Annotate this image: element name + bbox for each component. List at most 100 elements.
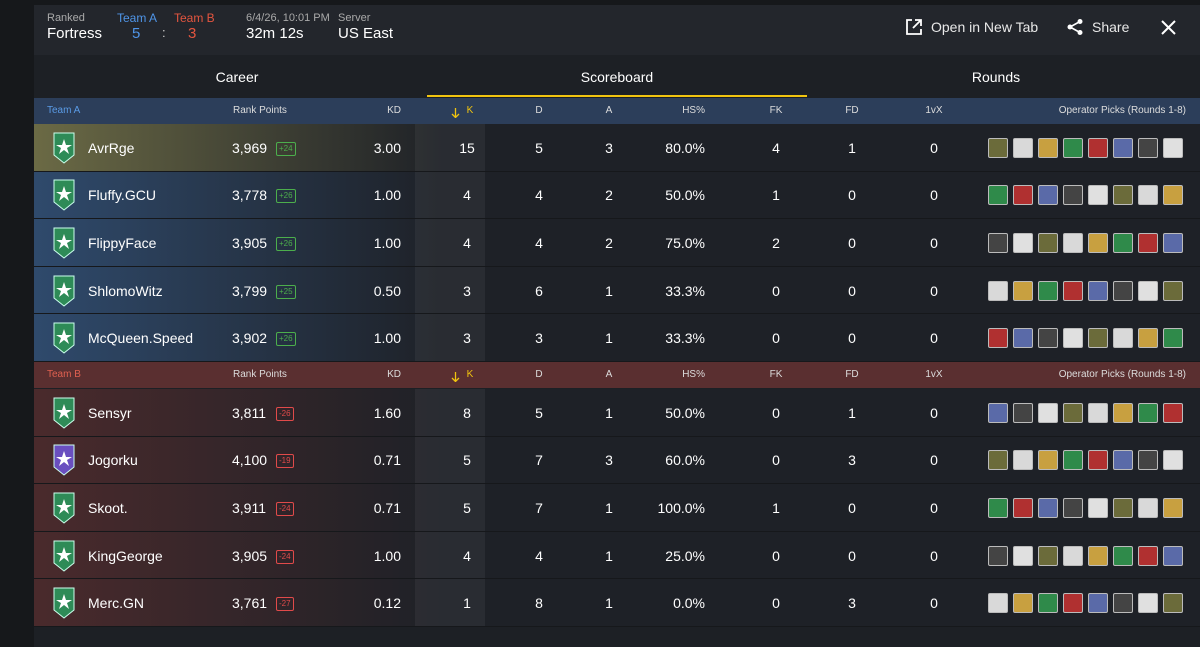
close-button[interactable] xyxy=(1161,20,1176,35)
stat-cell: 0.12 xyxy=(373,595,401,612)
rank-emblem xyxy=(52,586,76,620)
player-name[interactable]: Jogorku xyxy=(88,452,138,469)
column-header: K xyxy=(466,105,474,116)
team-name: Team A xyxy=(47,105,81,116)
rank-points: 3,799 xyxy=(232,282,268,299)
player-name[interactable]: KingGeorge xyxy=(88,547,163,564)
stat-cell: 1.00 xyxy=(373,547,401,564)
rank-change: +26 xyxy=(276,189,296,204)
player-name[interactable]: Fluffy.GCU xyxy=(88,187,156,204)
operator-icon xyxy=(1138,545,1158,566)
player-name[interactable]: Merc.GN xyxy=(88,595,144,612)
score-separator: : xyxy=(162,25,166,40)
map-name: Fortress xyxy=(47,25,103,42)
operator-icon xyxy=(1138,498,1158,518)
stat-cell: 75.0% xyxy=(665,235,705,251)
rank-change: -19 xyxy=(276,454,294,469)
player-name[interactable]: McQueen.Speed xyxy=(88,330,194,347)
active-tab-underline xyxy=(427,95,807,97)
column-header: A xyxy=(605,105,613,116)
operator-icon xyxy=(1038,280,1058,301)
team-a-score: 5 xyxy=(132,25,141,42)
sort-arrow-icon xyxy=(451,372,460,383)
stat-cell: 4 xyxy=(535,187,543,204)
column-header: K xyxy=(466,369,474,380)
stat-cell: 0 xyxy=(848,547,856,564)
stat-cell: 5 xyxy=(535,139,543,156)
player-name[interactable]: ShlomoWitz xyxy=(88,282,163,299)
operator-icon xyxy=(1138,137,1158,158)
column-header: FK xyxy=(769,369,783,380)
share-button[interactable]: Share xyxy=(1066,16,1129,38)
rank-emblem xyxy=(52,178,76,212)
stat-cell: 0 xyxy=(772,547,780,564)
operator-icon xyxy=(988,498,1008,518)
stat-cell: 4 xyxy=(535,547,543,564)
tab[interactable]: Career xyxy=(215,69,259,85)
stat-cell: 2 xyxy=(605,187,613,204)
rank-change: +26 xyxy=(276,237,296,251)
operator-icon xyxy=(1088,233,1108,253)
stat-cell: 1 xyxy=(605,547,613,564)
match-datetime: 6/4/26, 10:01 PM xyxy=(246,12,330,24)
rank-points: 3,778 xyxy=(232,187,268,204)
column-header: A xyxy=(605,369,613,380)
operator-icon xyxy=(1013,498,1033,518)
column-header: KD xyxy=(387,105,401,116)
rank-emblem-icon xyxy=(53,587,75,619)
column-header: Operator Picks (Rounds 1-8) xyxy=(1058,369,1186,380)
column-header: Rank Points xyxy=(233,369,287,380)
player-name[interactable]: AvrRge xyxy=(88,139,135,156)
operator-icon xyxy=(1063,593,1083,614)
stat-cell: 0.0% xyxy=(673,595,705,612)
stat-cell: 6 xyxy=(535,282,543,299)
stat-cell: 2 xyxy=(605,235,613,251)
operator-icon xyxy=(1138,450,1158,471)
operator-icon xyxy=(1038,498,1058,518)
column-header: D xyxy=(535,105,543,116)
player-name[interactable]: Skoot. xyxy=(88,500,128,516)
rank-emblem-icon xyxy=(53,132,75,164)
stat-cell: 1 xyxy=(605,404,613,421)
operator-icon xyxy=(1138,185,1158,206)
operator-icon xyxy=(988,233,1008,253)
rank-points: 4,100 xyxy=(232,452,268,469)
tab[interactable]: Rounds xyxy=(971,69,1021,85)
stat-cell: 5 xyxy=(535,404,543,421)
rank-emblem xyxy=(52,131,76,165)
header-bar xyxy=(34,5,1200,55)
open-new-tab-button[interactable]: Open in New Tab xyxy=(905,16,1038,38)
open-new-tab-text: Open in New Tab xyxy=(931,19,1039,35)
rank-emblem xyxy=(52,396,76,430)
stat-cell: 3 xyxy=(605,139,613,156)
rank-change: -27 xyxy=(276,597,294,612)
operator-icon xyxy=(1013,280,1033,301)
operator-icon xyxy=(1088,450,1108,471)
stat-cell: 1 xyxy=(848,404,856,421)
stat-cell: 80.0% xyxy=(665,139,705,156)
stat-cell: 4 xyxy=(463,235,471,251)
operator-icon xyxy=(988,450,1008,471)
sort-arrow xyxy=(451,369,460,383)
rank-change: -24 xyxy=(276,502,294,516)
operator-icon xyxy=(988,137,1008,158)
operator-icon xyxy=(1113,545,1133,566)
stat-cell: 3.00 xyxy=(373,139,401,156)
stat-cell: 3 xyxy=(848,595,856,612)
stat-cell: 5 xyxy=(463,452,471,469)
sort-column-highlight xyxy=(415,579,485,626)
player-name[interactable]: FlippyFace xyxy=(88,235,157,251)
column-header: Rank Points xyxy=(233,105,287,116)
stat-cell: 0 xyxy=(772,452,780,469)
rank-change: +25 xyxy=(276,284,296,299)
tab[interactable]: Scoreboard xyxy=(580,69,654,85)
mode-label: Ranked xyxy=(47,12,85,24)
operator-icon xyxy=(1063,233,1083,253)
operator-icon xyxy=(1088,185,1108,206)
stat-cell: 0 xyxy=(930,235,938,251)
operator-icon xyxy=(1063,402,1083,423)
sort-column-highlight xyxy=(415,484,485,531)
server-label: Server xyxy=(338,12,371,24)
stat-cell: 0.71 xyxy=(373,452,401,469)
player-name[interactable]: Sensyr xyxy=(88,404,132,421)
